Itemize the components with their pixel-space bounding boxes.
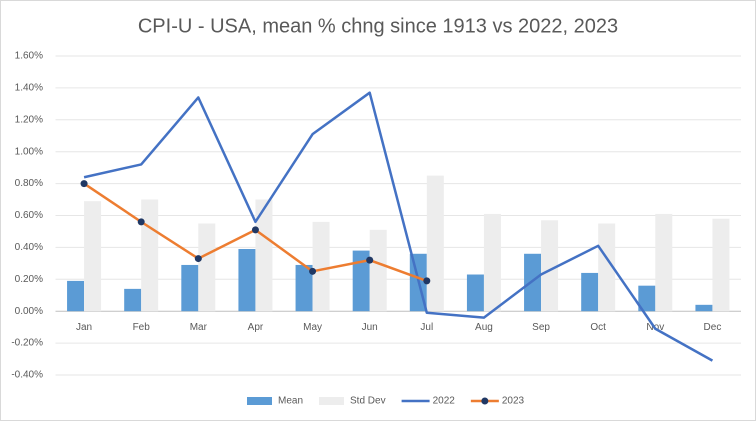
x-tick-label: Feb	[133, 322, 151, 333]
y-tick-label: 0.40%	[15, 242, 43, 253]
bar	[598, 223, 616, 312]
legend-label: 2023	[502, 396, 525, 407]
x-tick-label: Mar	[190, 322, 208, 333]
y-tick-label: -0.40%	[11, 370, 43, 381]
bar	[483, 213, 501, 312]
legend-label: Std Dev	[350, 396, 386, 407]
bar	[638, 285, 656, 312]
line-marker	[194, 255, 202, 263]
bar	[141, 199, 159, 312]
legend-label: 2022	[433, 396, 456, 407]
bar	[541, 220, 559, 312]
bar	[369, 229, 387, 312]
bar	[524, 253, 542, 312]
bar	[466, 274, 484, 312]
y-tick-label: 1.40%	[15, 83, 43, 94]
bar	[198, 223, 216, 312]
x-tick-label: Jan	[76, 322, 92, 333]
y-tick-label: 1.20%	[15, 114, 43, 125]
x-tick-label: May	[303, 322, 322, 333]
x-tick-label: Jul	[420, 322, 433, 333]
x-tick-label: Oct	[590, 322, 606, 333]
bar	[581, 272, 599, 312]
bar	[695, 304, 713, 312]
bar	[124, 288, 142, 312]
line-marker	[309, 267, 317, 275]
chart-title: CPI-U - USA, mean % chng since 1913 vs 2…	[138, 15, 618, 37]
bar	[238, 248, 256, 312]
y-tick-label: 0.20%	[15, 274, 43, 285]
legend-swatch	[319, 397, 345, 405]
line-marker	[251, 226, 259, 234]
x-tick-label: Jun	[362, 322, 378, 333]
y-tick-label: -0.20%	[11, 338, 43, 349]
line-marker	[366, 256, 374, 264]
y-tick-label: 0.80%	[15, 178, 43, 189]
bar	[181, 264, 199, 312]
bar	[426, 175, 444, 312]
bar	[295, 264, 313, 312]
bar	[67, 280, 85, 312]
x-tick-label: Dec	[704, 322, 722, 333]
bar	[655, 213, 673, 312]
line-marker	[80, 180, 88, 188]
legend-label: Mean	[278, 396, 303, 407]
y-tick-label: 0.60%	[15, 210, 43, 221]
y-tick-label: 0.00%	[15, 306, 43, 317]
line-marker	[137, 218, 145, 226]
y-tick-label: 1.00%	[15, 146, 43, 157]
y-tick-label: 1.60%	[15, 51, 43, 62]
bar	[352, 250, 370, 312]
x-tick-label: Aug	[475, 322, 493, 333]
bar	[84, 201, 102, 312]
line-marker	[423, 277, 431, 285]
bar	[255, 199, 273, 312]
legend-swatch	[247, 397, 272, 405]
bar	[712, 218, 730, 312]
x-tick-label: Sep	[532, 322, 550, 333]
line-series	[83, 91, 714, 362]
legend-marker	[481, 397, 489, 405]
x-tick-label: Apr	[248, 322, 264, 333]
bar	[312, 221, 330, 312]
